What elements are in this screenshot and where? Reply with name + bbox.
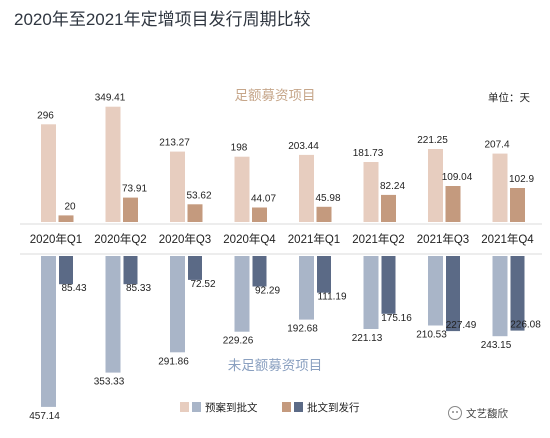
data-label-bottom-b: 226.08 [510, 320, 541, 331]
bar-top-series-a [41, 124, 56, 222]
data-label-bottom-a: 291.86 [158, 356, 189, 367]
legend-label-b: 批文到发行 [307, 401, 360, 414]
bar-bottom-series-a [41, 256, 56, 407]
bar-bottom-series-a [492, 256, 508, 337]
data-label-top-b: 82.24 [380, 181, 405, 192]
bar-top-series-a [105, 106, 121, 222]
bar-bottom-series-a [170, 256, 185, 353]
bar-bottom-series-b [317, 256, 331, 293]
data-label-top-a: 213.27 [159, 138, 190, 149]
bar-top-series-b [445, 186, 461, 222]
wechat-icon-eye-right [456, 411, 458, 413]
legend-label-a: 预案到批文 [205, 401, 258, 414]
data-label-bottom-b: 111.19 [317, 292, 347, 303]
bar-top-series-b [316, 206, 332, 222]
data-label-bottom-b: 227.49 [446, 320, 477, 331]
bar-top-series-a [492, 153, 508, 222]
data-label-bottom-a: 243.15 [481, 340, 512, 351]
legend-swatch-top-a [180, 402, 189, 412]
bar-bottom-series-a [428, 256, 443, 326]
bar-bottom-series-b [510, 256, 525, 331]
bar-top-series-a [363, 162, 379, 222]
data-label-top-a: 203.44 [288, 141, 319, 152]
data-label-top-a: 296 [37, 110, 54, 121]
data-label-top-b: 20 [64, 201, 76, 212]
bar-bottom-series-a [234, 256, 250, 332]
bar-top-series-b [252, 207, 267, 222]
bar-bottom-series-b [446, 256, 460, 332]
category-label: 2021年Q1 [288, 232, 340, 246]
bar-top-series-a [170, 151, 185, 222]
data-label-top-b: 44.07 [251, 194, 276, 205]
data-label-bottom-a: 210.53 [416, 330, 447, 341]
category-labels: 2020年Q1 2020年Q2 2020年Q3 2020年Q4 2021年Q1 2021年… [30, 232, 535, 246]
bar-top-series-b [510, 188, 525, 222]
bars-group [41, 106, 525, 407]
chart-title: 2020年至2021年定增项目发行周期比较 [14, 10, 311, 29]
bar-bottom-series-a [363, 256, 379, 329]
data-label-top-b: 102.9 [509, 174, 534, 185]
data-label-bottom-a: 192.68 [287, 324, 318, 335]
top-section-label: 足额募资项目 [235, 88, 316, 103]
data-label-bottom-b: 175.16 [381, 313, 412, 324]
watermark-text: 文艺馥欣 [466, 407, 508, 420]
category-label: 2021年Q3 [417, 232, 469, 246]
data-label-top-a: 221.25 [417, 135, 448, 146]
bar-top-series-a [234, 156, 250, 222]
category-label: 2020年Q4 [223, 232, 276, 246]
category-label: 2021年Q4 [481, 232, 534, 246]
watermark: 文艺馥欣 [448, 406, 508, 420]
bar-bottom-series-a [299, 256, 314, 320]
bottom-section-label: 未足额募资项目 [228, 358, 323, 373]
data-label-top-b: 73.91 [122, 184, 147, 195]
bar-top-series-a [428, 149, 443, 222]
data-label-top-b: 45.98 [315, 193, 340, 204]
category-label: 2020年Q3 [159, 232, 211, 246]
data-label-top-a: 207.4 [484, 140, 509, 151]
category-label: 2021年Q2 [352, 232, 404, 246]
data-label-bottom-b: 85.33 [126, 283, 151, 294]
data-label-top-a: 181.73 [353, 148, 384, 159]
bar-top-series-b [187, 204, 203, 222]
bar-bottom-series-b [252, 256, 267, 287]
data-label-top-b: 53.62 [186, 190, 211, 201]
data-label-bottom-a: 353.33 [94, 377, 125, 388]
data-label-top-a: 349.41 [95, 93, 126, 104]
category-label: 2020年Q2 [94, 232, 146, 246]
bar-bottom-series-b [123, 256, 138, 285]
data-label-top-a: 198 [231, 143, 248, 154]
bar-top-series-b [58, 215, 74, 222]
bar-bottom-series-b [381, 256, 396, 314]
data-label-bottom-b: 92.29 [255, 286, 280, 297]
data-label-bottom-b: 85.43 [61, 283, 86, 294]
legend-swatch-bottom-a [192, 402, 201, 412]
bar-top-series-a [299, 154, 314, 222]
data-label-bottom-a: 229.26 [223, 336, 254, 347]
data-label-top-b: 109.04 [442, 172, 473, 183]
category-label: 2020年Q1 [30, 232, 82, 246]
wechat-icon [448, 406, 462, 420]
legend: 预案到批文 批文到发行 [180, 401, 360, 414]
wechat-icon-eye-left [452, 411, 454, 413]
bar-bottom-series-a [105, 256, 121, 373]
legend-swatch-top-b [282, 402, 291, 412]
unit-label: 单位：天 [488, 91, 530, 104]
data-label-bottom-a: 221.13 [352, 333, 383, 344]
legend-swatch-bottom-b [294, 402, 303, 412]
bar-top-series-b [381, 194, 396, 222]
data-label-bottom-b: 72.52 [190, 279, 215, 290]
bar-top-series-b [123, 197, 138, 222]
bar-bottom-series-b [59, 256, 73, 285]
bar-bottom-series-b [188, 256, 202, 280]
labels-group: 296 20 457.14 85.43 349.41 73.91 353.33 85.33 21… [29, 93, 541, 422]
data-label-bottom-a: 457.14 [29, 411, 60, 422]
